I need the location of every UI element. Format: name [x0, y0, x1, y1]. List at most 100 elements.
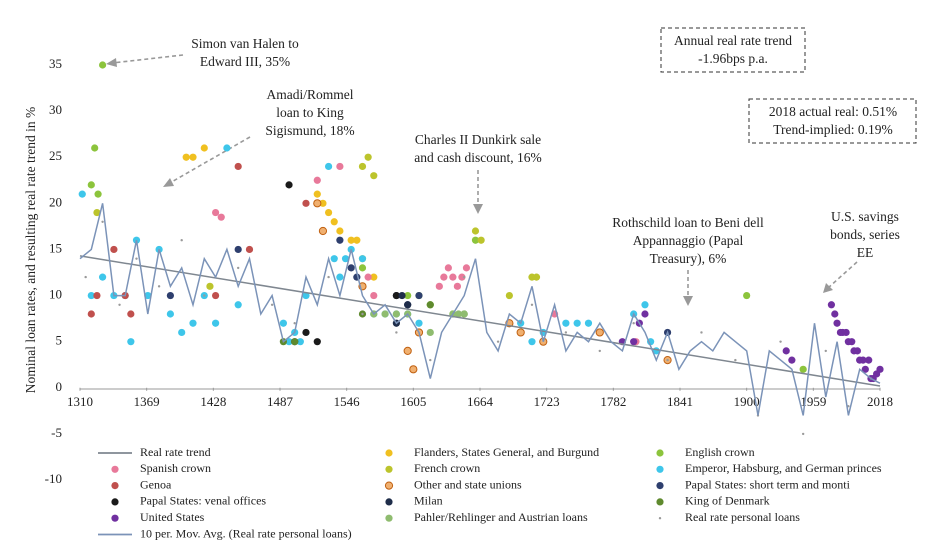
- data-point: [403, 346, 412, 355]
- data-point: [78, 190, 86, 198]
- data-point: [477, 236, 485, 244]
- data-point: [824, 349, 827, 353]
- data-point: [93, 291, 101, 300]
- data-point: [853, 347, 862, 355]
- data-point: [313, 176, 321, 184]
- data-point: [370, 273, 378, 281]
- data-point: [347, 264, 355, 272]
- data-point: [296, 338, 304, 346]
- data-point: [157, 285, 161, 288]
- data-point: [833, 319, 841, 327]
- data-point: [200, 144, 208, 152]
- legend-label: King of Denmark: [685, 494, 770, 508]
- legend-label: Flanders, States General, and Burgund: [414, 445, 599, 459]
- legend-label: Milan: [414, 494, 443, 508]
- legend-label: Genoa: [140, 477, 172, 491]
- data-point: [361, 312, 364, 316]
- x-tick-label: 1959: [800, 394, 826, 409]
- annotation: and cash discount, 16%: [414, 150, 541, 165]
- data-point: [462, 264, 471, 272]
- data-point: [118, 303, 121, 306]
- data-point: [632, 322, 635, 325]
- series-line: [79, 255, 881, 387]
- legend-label: Papal States: short term and monti: [685, 477, 851, 491]
- data-point: [285, 338, 293, 346]
- legend-swatch: [111, 498, 119, 506]
- annotation: Rothschild loan to Beni dell: [612, 215, 764, 230]
- data-point: [313, 199, 322, 208]
- data-point: [234, 301, 242, 309]
- annotation-box: [660, 27, 806, 73]
- data-point: [270, 303, 274, 306]
- x-tick-label: 1546: [334, 394, 361, 409]
- data-point: [444, 264, 452, 272]
- data-point: [496, 340, 500, 343]
- data-point: [313, 190, 321, 198]
- legend-swatch: [385, 465, 393, 473]
- data-point: [782, 347, 790, 355]
- data-point: [223, 144, 231, 152]
- data-point: [234, 162, 242, 171]
- x-tick-label: 1487: [267, 394, 294, 409]
- legend-swatch: [656, 449, 664, 457]
- legend-label: Emperor, Habsburg, and German princes: [685, 461, 882, 475]
- data-point: [211, 319, 220, 327]
- data-point: [347, 236, 355, 244]
- data-point: [285, 181, 293, 189]
- y-axis-label: Nominal loan rates, and resulting real r…: [23, 107, 38, 393]
- data-point: [135, 257, 138, 260]
- data-point: [641, 310, 649, 318]
- data-point: [426, 301, 434, 309]
- data-point: [801, 432, 805, 436]
- data-point: [91, 144, 99, 152]
- data-point: [462, 275, 466, 279]
- data-point: [458, 273, 466, 281]
- data-point: [876, 365, 884, 373]
- data-point: [236, 266, 240, 270]
- legend-swatch: [111, 514, 119, 522]
- y-tick-label: 20: [49, 194, 62, 209]
- data-point: [861, 365, 869, 373]
- data-point: [440, 273, 448, 281]
- data-point: [206, 282, 214, 290]
- legend-label: 10 per. Mov. Avg. (Real rate personal lo…: [140, 526, 352, 540]
- data-point: [358, 162, 367, 171]
- box-text: Trend-implied: 0.19%: [773, 122, 893, 137]
- x-tick-label: 1841: [667, 394, 693, 409]
- x-tick-label: 2018: [867, 394, 893, 409]
- data-point: [449, 273, 457, 281]
- legend-swatch: [658, 517, 662, 520]
- legend-label: United States: [140, 510, 205, 524]
- data-point: [127, 310, 135, 318]
- y-tick-label: 0: [56, 379, 63, 394]
- annotation: Charles II Dunkirk sale: [415, 132, 541, 147]
- arrow-head: [683, 296, 693, 306]
- data-point: [324, 208, 333, 217]
- annotation-box: [748, 98, 917, 144]
- data-point: [848, 338, 856, 346]
- data-point: [336, 162, 344, 171]
- x-tick-label: 1428: [200, 394, 226, 409]
- data-point: [291, 338, 299, 346]
- data-point: [641, 301, 649, 309]
- data-point: [327, 275, 330, 279]
- data-point: [318, 226, 328, 236]
- data-point: [302, 199, 310, 207]
- data-point: [234, 245, 242, 254]
- annotation: Treasury), 6%: [650, 251, 727, 266]
- data-point: [364, 153, 372, 161]
- annotation: EE: [857, 245, 874, 260]
- x-tick-label: 1900: [734, 394, 760, 409]
- data-point: [453, 282, 462, 290]
- data-point: [127, 338, 135, 346]
- data-point: [166, 310, 174, 318]
- data-point: [564, 331, 568, 334]
- arrow-head: [163, 178, 174, 187]
- data-point: [471, 236, 480, 244]
- data-point: [404, 301, 412, 309]
- data-point: [87, 291, 95, 300]
- data-point: [415, 291, 423, 300]
- data-point: [573, 319, 581, 327]
- data-point: [530, 303, 534, 306]
